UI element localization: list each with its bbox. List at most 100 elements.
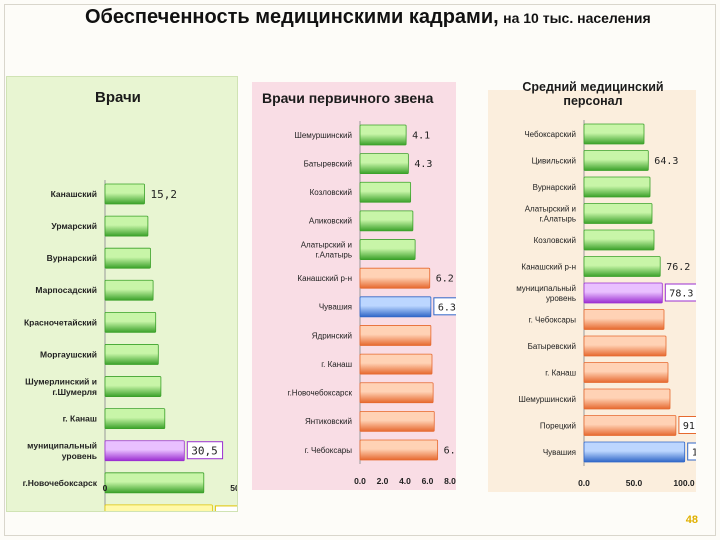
x-tick-label: 0.0 [354,476,366,486]
data-label: 91.9 [683,421,696,432]
x-tick-label: 100.0 [673,478,695,488]
bar [583,123,645,145]
bar [583,229,655,251]
bar [104,344,159,365]
category-label: Козловский [310,188,352,197]
category-label: г.Новочебоксарск [288,389,353,398]
category-label: Чебоксарский [524,130,576,139]
bar [583,203,653,224]
x-tick-label: 8.0 [444,476,456,486]
bar [359,153,409,175]
chart-nursing-staff: Чебоксарский Цивильский 64.3 Вурнарский Алат… [516,120,696,488]
category-label: Канашский р-н [521,262,576,271]
bar [359,181,412,203]
bar [104,504,213,511]
data-label: 4.1 [412,131,430,142]
x-tick-label: 6.0 [422,476,434,486]
x-tick-label: 4.0 [399,476,411,486]
category-label: Вурнарский [533,183,576,192]
chart-title-nursing-staff: Средний медицинский персонал [522,80,664,108]
slide-title-sub: на 10 тыс. населения [503,10,651,26]
bar [583,309,665,330]
x-tick-label: 0.0 [578,478,590,488]
category-label: Канашский [51,189,97,199]
category-label: Шемуршинский [295,131,352,140]
bar [583,362,669,383]
category-label: муниципальный уровень [516,284,576,303]
bar [359,296,432,318]
bar [359,410,435,432]
category-label: г.Новочебоксарск [23,478,98,488]
data-label: 6.9 [444,446,456,457]
category-label: Цивильский [532,156,576,165]
bar [104,215,149,237]
bar [359,353,433,375]
x-tick-label: 0 [103,483,108,493]
category-label: г. Канаш [545,368,576,377]
category-label: Алатырский и г.Алатырь [301,240,352,259]
category-label: Алатырский и г.Алатырь [525,204,576,223]
category-label: Чувашия [319,303,352,312]
data-label: 64.3 [654,156,678,167]
slide-title: Обеспеченность медицинскими кадрами, на … [85,6,651,29]
x-tick-label: 50.0 [626,478,643,488]
category-label: Шумерлинский и г.Шумерля [25,376,97,397]
data-label: 15,2 [151,188,178,201]
bar [583,388,671,410]
category-label: Красночетайский [24,317,97,327]
data-label: 30,5 [191,445,218,458]
category-label: Батыревский [528,342,576,351]
bar [104,247,151,269]
bar [359,124,407,146]
bar [359,382,434,404]
slide-frame [4,4,716,536]
bar [359,239,416,260]
x-tick-label: 2.0 [377,476,389,486]
category-label: Порецкий [540,421,576,430]
chart-panel-primary-doctors: Врачи первичного звена Шемуршинский 4.1 Ба… [252,82,456,490]
category-label: Марпосадский [35,285,97,295]
bar [104,472,205,494]
chart-doctors: Канашский 15,2 Урмарский Вурнарский Марпосад… [23,180,237,511]
category-label: Урмарский [51,221,97,231]
bar [583,176,651,198]
x-tick-label: 50 [230,483,237,493]
data-label-box [664,283,696,302]
data-label-box [433,297,456,316]
category-label: муниципальный уровень [27,440,97,461]
category-label: Ядринский [312,331,352,340]
data-label-box [687,442,696,461]
chart-panel-nursing-staff: Средний медицинский персонал Чебоксарски… [488,80,696,492]
chart-title-doctors: Врачи [95,89,141,106]
data-label-box [186,441,224,460]
bar [104,279,154,301]
bar [104,408,166,430]
category-label: г. Чебоксары [305,446,353,455]
bar [359,325,432,346]
page-number: 48 [685,514,698,526]
category-label: Вурнарский [47,253,97,263]
bar [104,376,162,397]
data-label-box [214,505,237,511]
data-label: 41,3 [219,509,237,511]
bar [583,256,661,277]
bar [104,311,157,333]
data-label-box [678,416,696,434]
category-label: г. Чебоксары [529,315,577,324]
bar [583,335,667,357]
chart-title-primary-doctors: Врачи первичного звена [262,90,434,106]
data-label: 78.3 [669,289,693,300]
category-label: Канашский р-н [297,274,352,283]
category-label: Аликовский [309,217,352,226]
bar [583,282,663,304]
bar [583,415,677,436]
category-label: Шемуршинский [519,395,576,404]
category-label: Чувашия [59,510,97,511]
category-label: Янтиковский [305,417,352,426]
bar [104,440,185,462]
bar [359,439,439,461]
category-label: г. Канаш [63,414,97,424]
bar [583,441,686,463]
category-label: Чувашия [543,448,576,457]
category-label: Моргаушский [40,349,97,359]
